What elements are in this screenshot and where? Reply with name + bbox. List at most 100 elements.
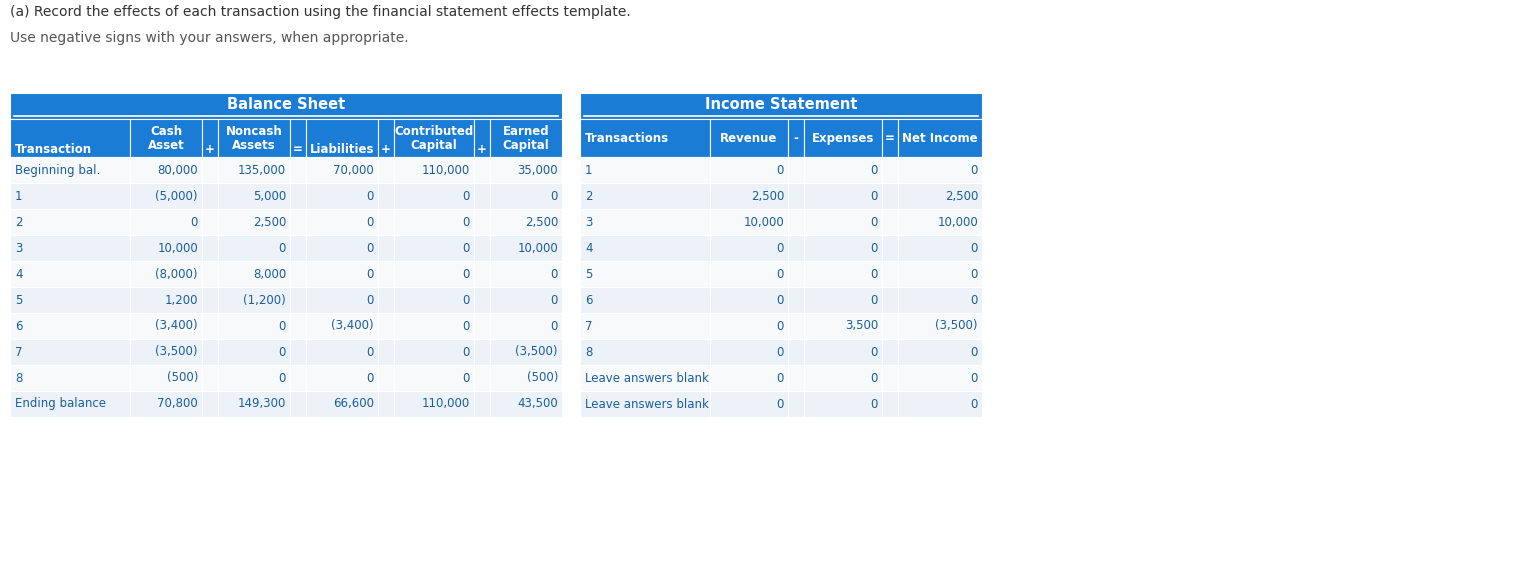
Bar <box>474 157 490 183</box>
Text: 0: 0 <box>279 320 285 333</box>
Text: 0: 0 <box>367 241 373 255</box>
Bar <box>290 157 307 183</box>
Text: 110,000: 110,000 <box>422 163 471 177</box>
Bar <box>490 313 562 339</box>
Text: 0: 0 <box>970 346 978 358</box>
Bar <box>395 119 474 157</box>
Text: 2,500: 2,500 <box>750 190 783 203</box>
Bar <box>490 209 562 235</box>
Bar <box>202 119 219 157</box>
Bar <box>490 287 562 313</box>
Bar <box>788 119 805 157</box>
Text: 0: 0 <box>970 398 978 411</box>
Text: Transactions: Transactions <box>584 131 669 145</box>
Bar <box>580 235 710 261</box>
Bar <box>580 209 710 235</box>
Bar <box>219 183 290 209</box>
Bar <box>882 365 899 391</box>
Text: 70,800: 70,800 <box>158 398 197 411</box>
Bar <box>11 313 131 339</box>
Bar <box>395 209 474 235</box>
Bar <box>290 365 307 391</box>
Bar <box>805 313 882 339</box>
Bar <box>882 183 899 209</box>
Bar <box>378 119 395 157</box>
Bar <box>710 339 788 365</box>
Bar <box>788 391 805 417</box>
Text: 110,000: 110,000 <box>422 398 471 411</box>
Text: 0: 0 <box>463 346 471 358</box>
Text: Cash: Cash <box>150 125 182 137</box>
Bar <box>899 183 982 209</box>
Text: Income Statement: Income Statement <box>704 96 858 112</box>
Bar <box>11 287 131 313</box>
Text: 0: 0 <box>871 268 877 280</box>
Bar <box>490 119 562 157</box>
Text: Revenue: Revenue <box>721 131 777 145</box>
Bar <box>290 183 307 209</box>
Bar <box>805 183 882 209</box>
Bar <box>219 365 290 391</box>
Text: 1: 1 <box>15 190 23 203</box>
Text: 0: 0 <box>463 190 471 203</box>
Bar <box>899 157 982 183</box>
Bar <box>882 313 899 339</box>
Text: 0: 0 <box>279 371 285 384</box>
Text: 6: 6 <box>15 320 23 333</box>
Text: 0: 0 <box>551 268 559 280</box>
Text: 0: 0 <box>551 320 559 333</box>
Text: 0: 0 <box>871 241 877 255</box>
Bar <box>395 235 474 261</box>
Bar <box>202 339 219 365</box>
Text: Capital: Capital <box>502 139 550 151</box>
Bar <box>11 93 562 119</box>
Text: 0: 0 <box>970 241 978 255</box>
Text: 0: 0 <box>551 293 559 306</box>
Text: 8,000: 8,000 <box>254 268 285 280</box>
Bar <box>219 287 290 313</box>
Text: 0: 0 <box>367 371 373 384</box>
Bar <box>307 209 378 235</box>
Bar <box>788 209 805 235</box>
Bar <box>307 261 378 287</box>
Text: Assets: Assets <box>232 139 276 151</box>
Text: (3,400): (3,400) <box>155 320 197 333</box>
Bar <box>805 339 882 365</box>
Bar <box>395 391 474 417</box>
Text: 0: 0 <box>279 346 285 358</box>
Bar <box>882 339 899 365</box>
Text: 0: 0 <box>777 346 783 358</box>
Text: 0: 0 <box>191 215 197 228</box>
Text: 0: 0 <box>367 268 373 280</box>
Text: Expenses: Expenses <box>812 131 874 145</box>
Bar <box>11 339 131 365</box>
Bar <box>805 157 882 183</box>
Text: 0: 0 <box>970 293 978 306</box>
Bar <box>11 261 131 287</box>
Bar <box>307 183 378 209</box>
Bar <box>395 157 474 183</box>
Bar <box>131 235 202 261</box>
Bar <box>882 391 899 417</box>
Bar <box>474 235 490 261</box>
Bar <box>882 235 899 261</box>
Bar <box>307 313 378 339</box>
Text: 2,500: 2,500 <box>525 215 559 228</box>
Text: +: + <box>477 142 487 155</box>
Text: (3,500): (3,500) <box>935 320 978 333</box>
Text: 0: 0 <box>367 190 373 203</box>
Text: Leave answers blank: Leave answers blank <box>584 398 709 411</box>
Text: 0: 0 <box>463 268 471 280</box>
Bar <box>307 391 378 417</box>
Bar <box>307 287 378 313</box>
Bar <box>307 365 378 391</box>
Text: Net Income: Net Income <box>902 131 978 145</box>
Text: 6: 6 <box>584 293 592 306</box>
Text: Ending balance: Ending balance <box>15 398 106 411</box>
Text: 0: 0 <box>777 371 783 384</box>
Text: 66,600: 66,600 <box>332 398 373 411</box>
Text: 43,500: 43,500 <box>518 398 559 411</box>
Text: 10,000: 10,000 <box>518 241 559 255</box>
Bar <box>378 183 395 209</box>
Text: 1: 1 <box>584 163 592 177</box>
